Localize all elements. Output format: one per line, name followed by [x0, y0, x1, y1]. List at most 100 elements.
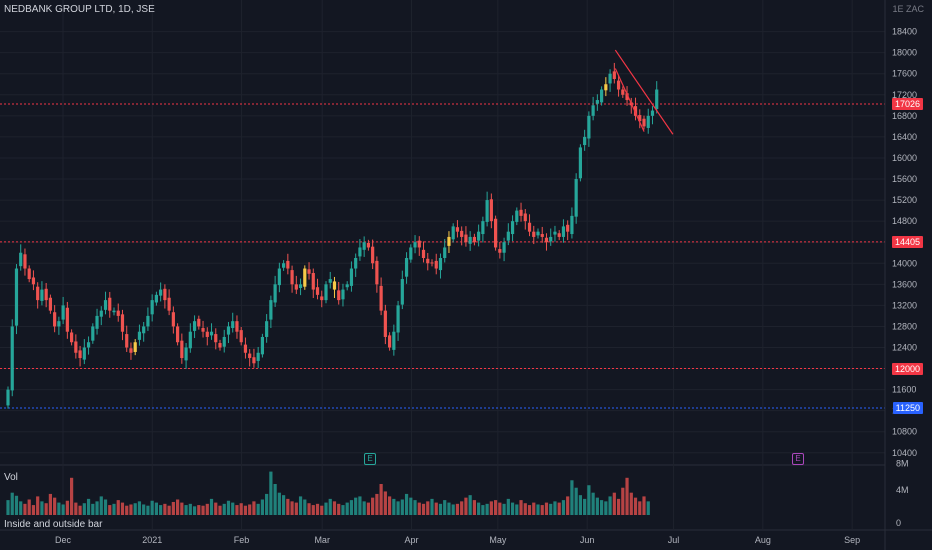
- volume-bar: [540, 505, 544, 515]
- volume-bar: [133, 503, 137, 515]
- volume-bar: [400, 499, 404, 515]
- candle-body: [19, 252, 23, 267]
- candle-body: [239, 330, 243, 343]
- volume-bar: [587, 485, 591, 515]
- candle-body: [226, 326, 231, 335]
- candle-body: [159, 289, 163, 296]
- volume-bar: [341, 505, 345, 515]
- candle-body: [608, 73, 612, 84]
- volume-bar: [388, 496, 392, 515]
- volume-bar: [265, 493, 269, 515]
- candle-body: [481, 221, 485, 235]
- volume-bar: [142, 504, 146, 515]
- volume-bar: [438, 503, 443, 515]
- candle-body: [260, 336, 264, 355]
- volume-bar: [176, 499, 180, 515]
- time-tick-label: Dec: [55, 535, 72, 545]
- volume-bar: [349, 500, 354, 515]
- earnings-event-marker[interactable]: E: [792, 453, 804, 465]
- volume-bar: [180, 502, 184, 515]
- volume-bar: [494, 500, 498, 515]
- candle-body: [176, 326, 180, 343]
- candle-body: [277, 268, 281, 286]
- candle-body: [616, 80, 621, 90]
- volume-bar: [129, 504, 133, 515]
- candle-body: [99, 310, 103, 317]
- candle-body: [231, 321, 235, 329]
- volume-label[interactable]: Vol: [4, 472, 18, 483]
- volume-bar: [460, 501, 464, 515]
- candle-body: [332, 281, 337, 290]
- volume-bar: [434, 502, 438, 515]
- volume-bar: [311, 505, 315, 515]
- price-tick-label: 10800: [892, 427, 917, 437]
- price-tag-17026: 17026: [891, 97, 923, 110]
- candle-body: [553, 231, 557, 235]
- volume-bar: [167, 505, 171, 515]
- candle-body: [472, 236, 476, 243]
- candle-body: [57, 321, 61, 327]
- candle-body: [642, 118, 646, 127]
- time-tick-label: May: [489, 535, 507, 545]
- volume-bar: [188, 503, 192, 515]
- volume-bar: [443, 500, 447, 515]
- volume-bar: [159, 505, 163, 515]
- price-tick-label: 15200: [892, 195, 917, 205]
- candle-body: [366, 242, 370, 248]
- volume-bar: [315, 503, 320, 515]
- candle-body: [621, 89, 625, 95]
- volume-bar: [337, 503, 341, 515]
- trendline[interactable]: [614, 49, 674, 135]
- time-tick-label: Mar: [314, 535, 330, 545]
- volume-bar: [629, 492, 633, 515]
- volume-bar: [604, 501, 608, 515]
- volume-tick-label: 8M: [896, 458, 909, 468]
- candle-body: [600, 89, 604, 103]
- volume-bar: [595, 497, 599, 515]
- candle-body: [222, 336, 226, 347]
- volume-bar: [260, 499, 264, 515]
- volume-bar: [290, 501, 294, 515]
- candle-body: [120, 314, 125, 332]
- candle-body: [523, 213, 527, 222]
- price-tick-label: 14800: [892, 216, 917, 226]
- candle-body: [116, 310, 120, 316]
- volume-bar: [544, 502, 549, 515]
- candle-body: [40, 289, 44, 301]
- price-tick-label: 17200: [892, 90, 917, 100]
- volume-bar: [574, 487, 578, 515]
- study-label[interactable]: Inside and outside bar: [4, 519, 103, 530]
- volume-bar: [421, 503, 426, 515]
- volume-bar: [409, 497, 413, 515]
- volume-bar: [396, 501, 400, 515]
- time-axis[interactable]: Dec 2021 Feb Mar Apr May Jun Jul Aug Sep: [55, 535, 860, 545]
- volume-bar: [91, 503, 95, 515]
- volume-bar: [61, 504, 65, 515]
- price-axis[interactable]: 1040010800112001160012000124001280013200…: [884, 0, 917, 550]
- candle-body: [604, 84, 608, 91]
- volume-bar: [19, 501, 23, 515]
- time-tick-label: 2021: [142, 535, 162, 545]
- volume-bar: [404, 493, 409, 515]
- candle-body: [103, 300, 108, 310]
- volume-bar: [222, 503, 226, 515]
- symbol-title[interactable]: NEDBANK GROUP LTD, 1D, JSE: [4, 4, 155, 15]
- candle-body: [341, 289, 345, 300]
- candle-body: [14, 268, 19, 326]
- volume-tick-label: 0: [896, 518, 901, 528]
- earnings-event-marker[interactable]: E: [364, 453, 376, 465]
- volume-bar: [451, 504, 455, 515]
- volume-bar: [324, 502, 328, 515]
- candle-body: [252, 357, 256, 364]
- volume-bar: [591, 492, 595, 515]
- candle-body: [540, 234, 544, 237]
- volume-bar: [78, 505, 82, 515]
- trendline[interactable]: [614, 68, 645, 132]
- trendlines[interactable]: [614, 49, 674, 135]
- candle-body: [125, 334, 129, 348]
- candle-body: [536, 231, 540, 236]
- candles: [6, 62, 659, 409]
- candle-body: [163, 288, 167, 301]
- candle-body: [438, 257, 443, 271]
